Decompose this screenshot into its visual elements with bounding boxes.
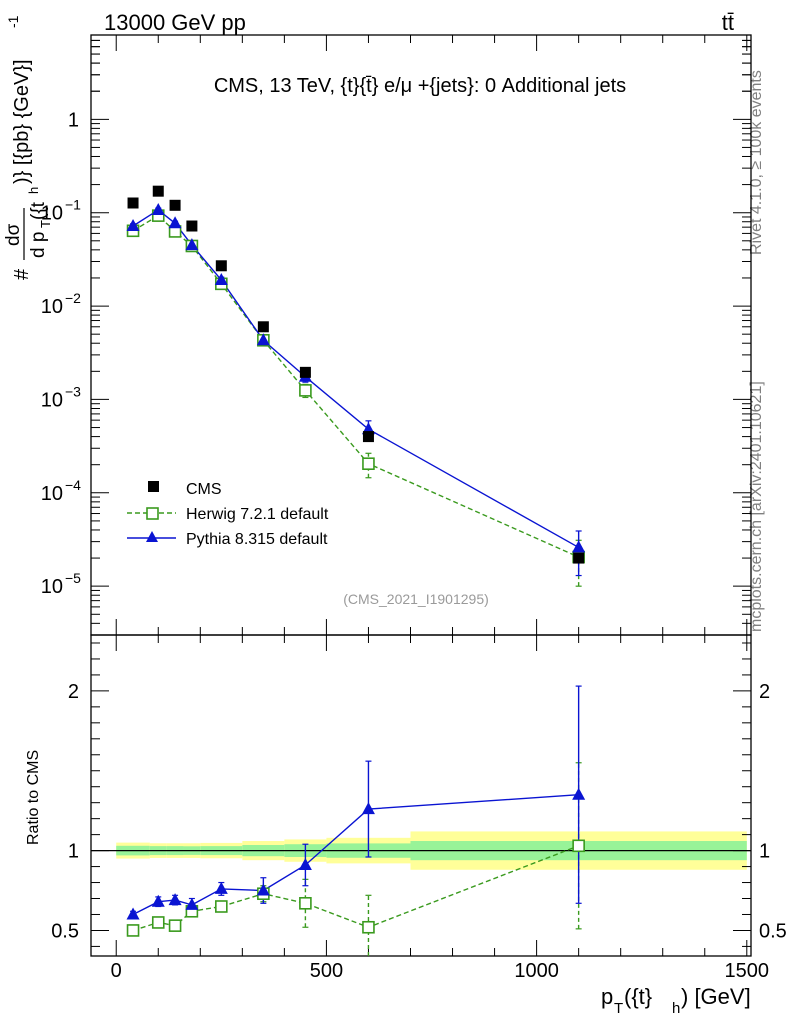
main-title: CMS, 13 TeV, {t}{t̄} e/μ +{jets}: 0 Addi… [214, 75, 626, 97]
legend-label-herwig: Herwig 7.2.1 default [186, 506, 329, 523]
cms-point [257, 321, 269, 333]
legend-label-cms: CMS [186, 481, 222, 498]
ratio-pythia-point [361, 802, 375, 815]
main-ytick-exp: −4 [65, 477, 81, 493]
xtick-label-500: 500 [310, 960, 343, 982]
main-ytick-exp: −1 [65, 197, 81, 213]
ratio-panel-frame [90, 634, 752, 957]
ratio-pythia-point [185, 897, 199, 910]
ratio-y-label: Ratio to CMS [25, 750, 42, 845]
herwig-point [299, 384, 312, 397]
main-ytick-exp: −2 [65, 290, 81, 306]
cms-point [127, 197, 139, 209]
cms-point [362, 431, 374, 443]
ratio-ytick-1-right: 1 [759, 841, 770, 863]
pythia-point [126, 219, 140, 232]
main-ytick-label: 1 [68, 109, 79, 131]
y-label-exp: -1 [5, 15, 21, 28]
ratio-pythia-point [572, 787, 586, 800]
ratio-pythia-point [126, 907, 140, 920]
y-label-numerator: dσ [3, 223, 24, 246]
ratio-herwig-point [362, 920, 375, 934]
cms-point [573, 552, 585, 564]
x-label-sub2: h [672, 1000, 680, 1017]
ratio-herwig-point [299, 896, 312, 910]
main-ytick-base: 10 [41, 576, 63, 598]
main-ytick-base: 10 [41, 389, 63, 411]
x-label-main: p [601, 984, 613, 1009]
main-axis-ticks [91, 34, 751, 636]
y-label-denominator: d p [28, 232, 49, 258]
ratio-herwig-point [572, 839, 585, 853]
x-label-mid: ({t} [624, 984, 652, 1009]
legend: CMS Herwig 7.2.1 default Pythia 8.315 de… [127, 481, 329, 548]
main-ytick-exp: −5 [65, 570, 81, 586]
ratio-ytick-05-left: 0.5 [51, 920, 79, 942]
x-label-sub: T [614, 1000, 623, 1017]
cms-point [299, 366, 311, 378]
header-right: tt̄ [722, 10, 734, 35]
pythia-point [185, 238, 199, 251]
cms-point [169, 199, 181, 211]
watermark: (CMS_2021_I1901295) [343, 591, 489, 607]
ratio-ytick-2-right: 2 [759, 681, 770, 703]
y-label-den-paren: ({t [28, 201, 49, 220]
y-label-den-sub2: h [26, 187, 41, 194]
ratio-ytick-2-left: 2 [68, 681, 79, 703]
x-label-end: ) [GeV] [681, 984, 751, 1009]
pythia-point [256, 333, 270, 346]
main-ytick-base: 10 [41, 483, 63, 505]
pythia-point [572, 540, 586, 553]
ratio-pythia-point [214, 881, 228, 894]
ratio-ytick-05-right: 0.5 [759, 920, 786, 942]
pythia-point [151, 202, 165, 215]
ratio-pythia-point [168, 893, 182, 906]
main-ytick-base: 10 [41, 296, 63, 318]
main-ytick-base: 10 [41, 203, 63, 225]
main-ytick-exp: −3 [65, 383, 81, 399]
ratio-pythia-point [298, 857, 312, 870]
ratio-herwig-point [126, 924, 140, 937]
xtick-label-0: 0 [111, 960, 122, 982]
main-y-label: # dσ d p T ({t h )} [{pb} {GeV}] -1 [3, 15, 53, 280]
y-label-suffix: )} [{pb} {GeV}] [11, 59, 33, 184]
legend-marker-pythia [146, 531, 158, 542]
cms-point [215, 260, 227, 272]
header-left: 13000 GeV pp [104, 10, 246, 35]
ratio-ytick-1-left: 1 [68, 841, 79, 863]
xtick-label-1000: 1000 [514, 960, 559, 982]
y-label-prefix: # [11, 268, 33, 280]
main-series-layer [126, 185, 586, 587]
ratio-pythia-point [256, 883, 270, 896]
herwig-point [362, 457, 375, 470]
x-axis-label: p T ({t} h ) [GeV] [601, 984, 751, 1017]
ratio-herwig-point [151, 916, 165, 929]
xtick-label-1500: 1500 [725, 960, 770, 982]
legend-marker-cms [148, 481, 159, 492]
ratio-series-layer [126, 685, 586, 956]
pythia-point [168, 216, 182, 229]
main-y-tick-labels: 110−110−210−310−410−5 [41, 109, 81, 598]
cms-point [186, 220, 198, 232]
side-text-rivet: Rivet 4.1.0, ≥ 100k events [748, 70, 765, 255]
ratio-axis-ticks [91, 635, 751, 956]
y-label-den-sub: T [38, 220, 53, 228]
ratio-herwig-point [215, 900, 228, 913]
side-text-mcplots: mcplots.cern.ch [arXiv:2401.10621] [748, 381, 765, 632]
ratio-herwig-point [168, 919, 182, 932]
ratio-pythia-point [151, 894, 165, 907]
cms-point [152, 185, 164, 197]
pythia-point [214, 273, 228, 286]
legend-marker-herwig [146, 507, 159, 520]
legend-label-pythia: Pythia 8.315 default [186, 531, 328, 548]
